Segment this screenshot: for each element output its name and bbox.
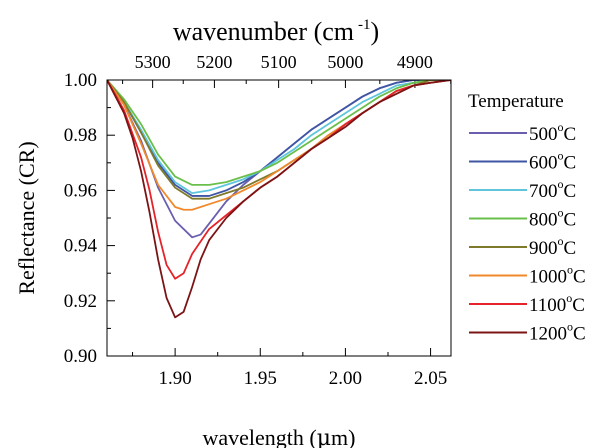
- series-line-1100c: [107, 80, 451, 280]
- legend-label-1000c: 1000oC: [529, 263, 586, 288]
- x-tick-label: 1.90: [158, 368, 191, 389]
- y-tick-label: 0.98: [64, 125, 97, 146]
- series-line-900c: [107, 80, 451, 200]
- y-tick-label: 1.00: [64, 70, 97, 91]
- x-tick-label: 2.05: [414, 368, 447, 389]
- series-line-1200c: [107, 80, 451, 319]
- top-axis-label: wavenumber (cm -1): [173, 17, 379, 46]
- x-axis-label: wavelength (μm): [203, 425, 356, 448]
- top-tick-label: 5200: [196, 52, 232, 72]
- x-tick-labels: 1.90 1.95 2.00 2.05: [158, 368, 447, 389]
- series-lines: [107, 80, 451, 319]
- series-line-800c: [107, 80, 451, 186]
- legend-label-1100c: 1100oC: [529, 291, 585, 316]
- top-tick-label: 5100: [261, 52, 297, 72]
- y-tick-label: 0.94: [64, 236, 98, 257]
- tick-marks: [107, 79, 452, 357]
- legend: Temperature 500oC 600oC 700oC 800oC 900oC 100…: [468, 91, 586, 345]
- y-tick-label: 0.90: [64, 346, 97, 367]
- plot-frame: [106, 79, 452, 357]
- y-tick-label: 0.96: [64, 180, 97, 201]
- y-axis-label: Reflectance (CR): [14, 141, 39, 294]
- legend-label-700c: 700oC: [529, 177, 576, 202]
- legend-label-600c: 600oC: [529, 149, 576, 174]
- legend-label-1200c: 1200oC: [529, 320, 586, 345]
- y-tick-label: 0.92: [64, 291, 97, 312]
- series-line-700c: [107, 80, 451, 195]
- legend-label-500c: 500oC: [529, 120, 576, 145]
- x-tick-label: 2.00: [329, 368, 362, 389]
- legend-label-800c: 800oC: [529, 206, 576, 231]
- legend-label-900c: 900oC: [529, 234, 576, 259]
- top-tick-labels: 5300 5200 5100 5000 4900: [135, 52, 433, 72]
- top-tick-label: 5300: [135, 52, 171, 72]
- series-line-600c: [107, 80, 451, 197]
- x-tick-label: 1.95: [244, 368, 277, 389]
- top-tick-label: 4900: [397, 52, 433, 72]
- legend-title: Temperature: [468, 91, 564, 112]
- y-tick-labels: 0.90 0.92 0.94 0.96 0.98 1.00: [64, 70, 98, 367]
- top-tick-label: 5000: [327, 52, 363, 72]
